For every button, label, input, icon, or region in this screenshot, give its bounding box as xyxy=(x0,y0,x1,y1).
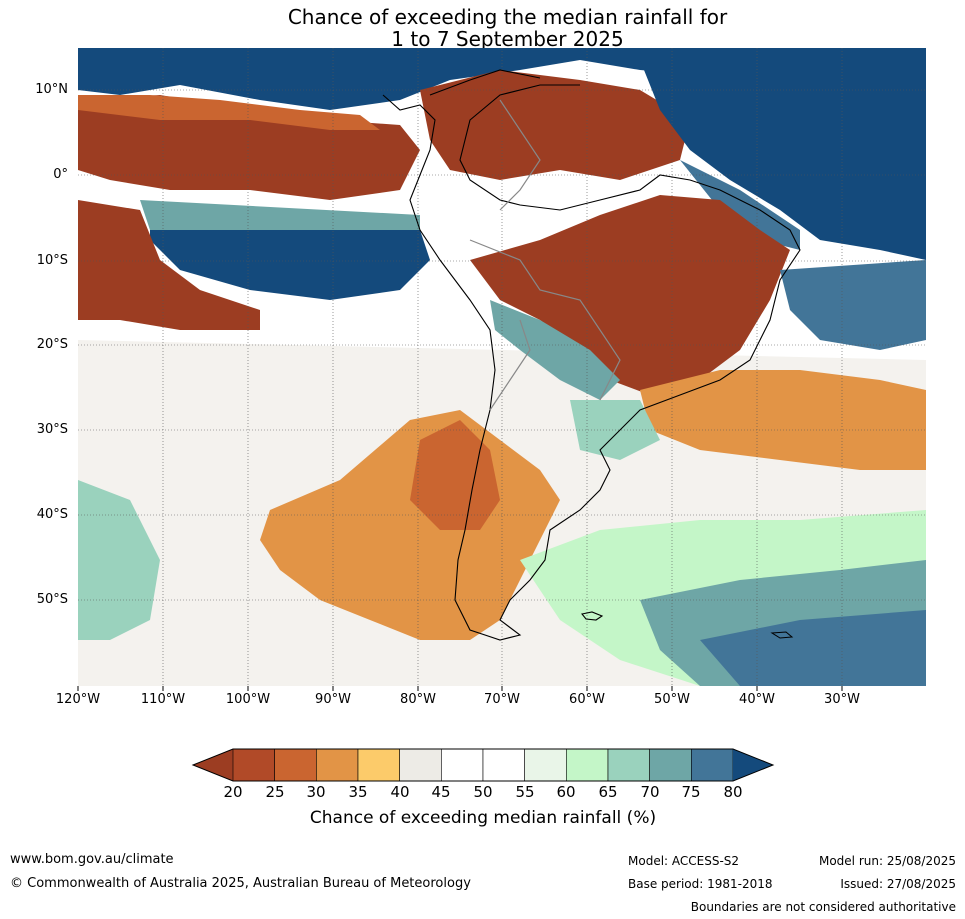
colorbar-cell xyxy=(232,748,275,782)
lon-label-40w: 40°W xyxy=(739,692,775,707)
lat-label-40s: 40°S xyxy=(36,507,68,522)
colorbar-cell xyxy=(566,748,609,782)
colorbar-tick: 65 xyxy=(598,783,618,801)
dry-region-northern-south-america xyxy=(420,70,690,180)
colorbar-label: Chance of exceeding median rainfall (%) xyxy=(309,808,657,828)
lat-label-30s: 30°S xyxy=(36,422,68,437)
lon-label-80w: 80°W xyxy=(400,692,436,707)
wet-region-subtropical-atlantic xyxy=(780,260,926,350)
colorbar-cell xyxy=(691,748,734,782)
colorbar-cell xyxy=(441,748,484,782)
wet-region-southwest-pacific xyxy=(78,480,160,640)
colorbar-cell xyxy=(649,748,692,782)
lat-label-20s: 20°S xyxy=(36,337,68,352)
lon-ticks xyxy=(77,686,843,691)
map-title-line2: 1 to 7 September 2025 xyxy=(391,27,624,51)
lat-label-10n: 10°N xyxy=(35,82,68,97)
wet-region-east-pacific xyxy=(150,210,430,300)
colorbar-cell xyxy=(316,748,359,782)
lat-label-50s: 50°S xyxy=(36,592,68,607)
colorbar-tick: 55 xyxy=(515,783,535,801)
wet-transition-east-pacific xyxy=(140,200,420,230)
colorbar-outline xyxy=(191,748,775,782)
lon-label-120w: 120°W xyxy=(55,692,101,707)
colorbar-tick: 60 xyxy=(556,783,576,801)
colorbar-cell xyxy=(524,748,567,782)
falkland-islands xyxy=(581,611,604,621)
wet-transition-atlantic xyxy=(680,160,800,250)
south-georgia xyxy=(770,631,794,639)
colorbar-low-extend xyxy=(193,749,233,781)
website-link[interactable]: www.bom.gov.au/climate xyxy=(10,852,174,867)
colorbar-tick: 25 xyxy=(265,783,285,801)
lon-label-30w: 30°W xyxy=(824,692,860,707)
dry-region-south-atlantic xyxy=(640,370,926,470)
colorbar-cell xyxy=(482,748,525,782)
colorbar-tick: 40 xyxy=(390,783,410,801)
boundary-disclaimer: Boundaries are not considered authoritat… xyxy=(690,900,956,914)
colorbar xyxy=(191,748,775,782)
lon-label-60w: 60°W xyxy=(569,692,605,707)
colorbar-tick: 45 xyxy=(431,783,451,801)
colorbar-cell xyxy=(357,748,400,782)
colorbar-tick: 70 xyxy=(640,783,660,801)
wet-core-southern-ocean xyxy=(700,610,926,686)
coastlines xyxy=(382,69,801,641)
lon-label-100w: 100°W xyxy=(225,692,271,707)
lat-label-10s: 10°S xyxy=(36,253,68,268)
base-period: Base period: 1981-2018 xyxy=(628,877,773,891)
colorbar-tick: 35 xyxy=(348,783,368,801)
colorbar-tick: 75 xyxy=(681,783,701,801)
wet-region-bolivia-paraguay xyxy=(490,300,620,400)
central-america-coastline xyxy=(429,69,541,96)
dry-region-west-pacific xyxy=(78,200,260,330)
colorbar-tick: 80 xyxy=(723,783,743,801)
colorbar-tick: 20 xyxy=(223,783,243,801)
dry-core-central-chile xyxy=(410,420,500,530)
model-name: Model: ACCESS-S2 xyxy=(628,854,740,868)
colorbar-cell xyxy=(274,748,317,782)
lon-label-110w: 110°W xyxy=(140,692,186,707)
lat-label-0: 0° xyxy=(53,167,68,182)
south-america-coastline xyxy=(382,84,801,641)
colorbar-cell xyxy=(399,748,442,782)
copyright-text: © Commonwealth of Australia 2025, Austra… xyxy=(10,876,471,891)
colorbar-cell xyxy=(607,748,650,782)
graticule xyxy=(78,48,926,686)
wet-region-atlantic xyxy=(640,60,926,260)
colorbar-high-extend xyxy=(733,749,773,781)
map-title-line1: Chance of exceeding the median rainfall … xyxy=(287,5,728,29)
lon-label-50w: 50°W xyxy=(654,692,690,707)
dry-region-brazil xyxy=(470,195,790,395)
colorbar-tick: 50 xyxy=(473,783,493,801)
dry-transition-northwest xyxy=(78,95,380,130)
lon-label-90w: 90°W xyxy=(315,692,351,707)
model-run-date: Model run: 25/08/2025 xyxy=(818,854,956,868)
country-borders xyxy=(469,99,621,411)
colorbar-tick: 30 xyxy=(306,783,326,801)
lon-label-70w: 70°W xyxy=(484,692,520,707)
issued-date: Issued: 27/08/2025 xyxy=(840,877,956,891)
